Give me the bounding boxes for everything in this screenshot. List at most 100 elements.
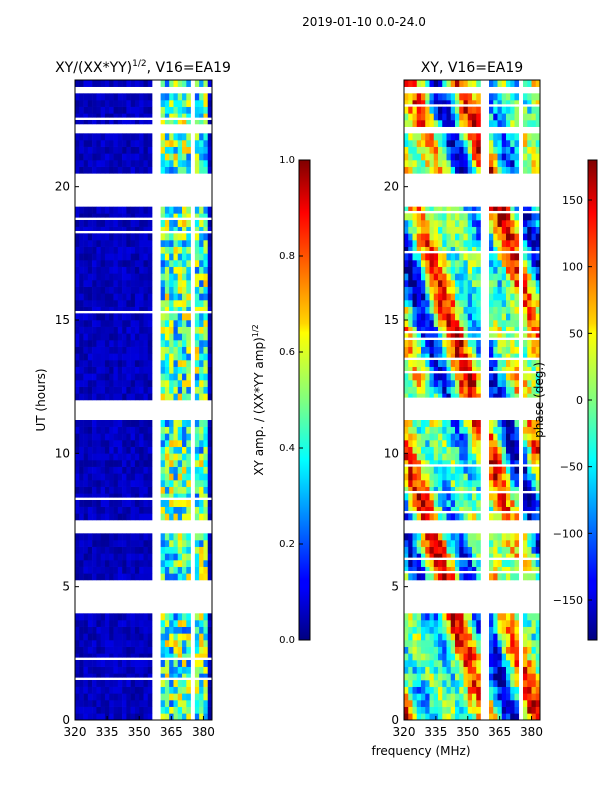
phase-heatmap-cell (455, 93, 460, 101)
phase-heatmap-cell (421, 300, 426, 307)
amplitude-heatmap-cell (104, 226, 110, 231)
phase-heatmap-cell (404, 226, 409, 234)
phase-heatmap-cell (510, 153, 515, 161)
phase-heatmap-cell (489, 326, 494, 331)
amplitude-heatmap-cell (130, 566, 136, 574)
amplitude-heatmap-cell (194, 633, 200, 641)
phase-heatmap-cell (523, 366, 528, 371)
amplitude-heatmap-cell (113, 253, 119, 261)
amplitude-heatmap-cell (139, 326, 144, 334)
amplitude-heatmap-cell (122, 253, 127, 261)
amplitude-colorbar-tick-label: 0.6 (279, 347, 295, 358)
phase-heatmap-cell (476, 693, 481, 701)
phase-heatmap-cell (467, 120, 473, 127)
phase-heatmap-cell (459, 700, 464, 707)
phase-heatmap-cell (455, 220, 460, 227)
amplitude-heatmap-cell (203, 573, 209, 581)
amplitude-heatmap-cell (100, 480, 106, 487)
phase-heatmap-cell (510, 460, 515, 465)
amplitude-heatmap-cell (126, 653, 131, 658)
phase-heatmap-cell (493, 686, 498, 694)
amplitude-heatmap-cell (186, 360, 191, 367)
phase-heatmap-cell (472, 633, 477, 641)
amplitude-heatmap-cell (117, 326, 123, 334)
amplitude-heatmap-cell (199, 326, 204, 334)
amplitude-heatmap-cell (104, 353, 110, 361)
phase-heatmap-cell (472, 566, 477, 571)
amplitude-heatmap-cell (117, 293, 123, 301)
amplitude-heatmap-cell (83, 533, 89, 541)
amplitude-heatmap-cell (92, 273, 97, 281)
phase-heatmap-cell (531, 286, 537, 294)
phase-heatmap-cell (442, 213, 447, 221)
amplitude-heatmap-cell (207, 506, 213, 514)
phase-heatmap-cell (527, 346, 532, 354)
amplitude-heatmap-cell (87, 213, 93, 218)
phase-heatmap-cell (531, 466, 537, 474)
phase-heatmap-cell (446, 646, 452, 654)
phase-heatmap-cell (408, 320, 413, 327)
phase-heatmap-cell (421, 286, 426, 294)
phase-heatmap-cell (459, 493, 464, 501)
phase-heatmap-cell (535, 686, 541, 694)
amplitude-heatmap-cell (104, 433, 110, 441)
amplitude-heatmap-cell (130, 446, 136, 454)
phase-heatmap-cell (433, 706, 439, 714)
amplitude-heatmap-cell (143, 646, 149, 654)
phase-heatmap-cell (535, 566, 541, 571)
phase-heatmap-cell (506, 540, 511, 547)
amplitude-heatmap-cell (194, 380, 200, 387)
amplitude-heatmap-cell (83, 506, 89, 514)
phase-heatmap-cell (489, 680, 494, 687)
phase-heatmap-cell (416, 286, 422, 294)
amplitude-heatmap-cell (109, 620, 114, 627)
phase-heatmap-cell (493, 346, 498, 354)
amplitude-heatmap-cell (75, 333, 80, 341)
phase-heatmap-cell (506, 620, 511, 627)
amplitude-heatmap-cell (207, 453, 213, 461)
amplitude-heatmap-cell (100, 540, 106, 547)
amplitude-heatmap-cell (143, 653, 149, 658)
phase-heatmap-cell (442, 266, 447, 274)
phase-heatmap-cell (421, 480, 426, 487)
amplitude-heatmap-cell (100, 380, 106, 387)
amplitude-heatmap-cell (113, 566, 119, 574)
amplitude-heatmap-cell (207, 306, 213, 311)
phase-heatmap-cell (459, 540, 464, 547)
phase-heatmap-cell (463, 133, 469, 141)
phase-heatmap-cell (467, 153, 473, 161)
phase-heatmap-cell (531, 433, 537, 441)
phase-heatmap-cell (476, 660, 481, 667)
amplitude-heatmap-cell (104, 446, 110, 454)
amplitude-heatmap-cell (75, 626, 80, 634)
phase-heatmap-cell (467, 93, 473, 101)
amplitude-heatmap-cell (79, 326, 84, 334)
phase-heatmap-cell (523, 693, 528, 701)
phase-heatmap-cell (527, 680, 532, 687)
phase-heatmap-cell (489, 100, 494, 105)
phase-heatmap-cell (446, 466, 452, 474)
phase-heatmap-cell (523, 553, 528, 558)
phase-heatmap-cell (489, 220, 494, 227)
phase-heatmap-cell (476, 80, 481, 87)
amplitude-heatmap-cell (147, 313, 153, 321)
phase-heatmap-cell (472, 366, 477, 371)
phase-heatmap-cell (425, 700, 430, 707)
phase-heatmap-cell (501, 240, 507, 247)
phase-x-tick-label: 350 (456, 725, 479, 739)
amplitude-heatmap-cell (186, 493, 191, 498)
phase-heatmap-cell (531, 700, 537, 707)
amplitude-heatmap-cell (83, 106, 89, 114)
phase-heatmap-cell (463, 213, 469, 221)
amplitude-heatmap-cell (109, 153, 114, 161)
amplitude-y-tick-label: 15 (55, 313, 70, 327)
phase-heatmap-cell (506, 333, 511, 338)
phase-heatmap-cell (523, 380, 528, 387)
amplitude-heatmap-cell (134, 620, 140, 627)
phase-heatmap-cell (472, 640, 477, 647)
amplitude-heatmap-cell (113, 660, 119, 667)
phase-heatmap-cell (493, 100, 498, 105)
amplitude-heatmap-cell (83, 420, 89, 427)
amplitude-heatmap-cell (199, 300, 204, 307)
amplitude-heatmap-cell (109, 160, 114, 167)
